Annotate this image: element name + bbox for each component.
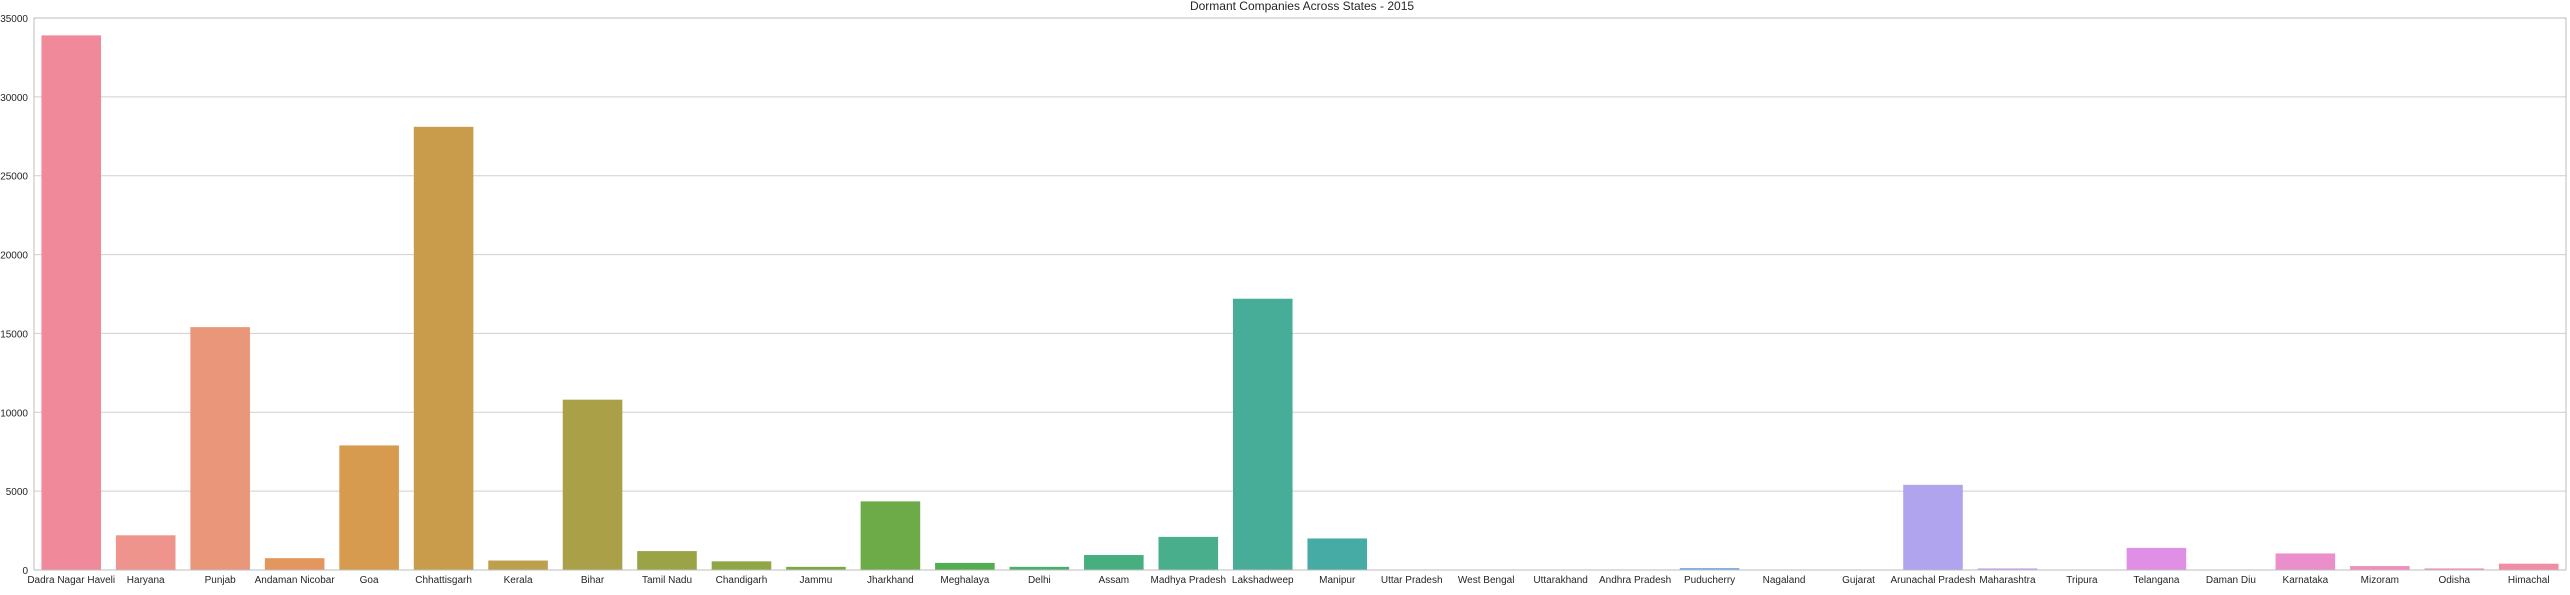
y-tick-label: 35000 <box>0 14 28 25</box>
bar <box>1232 298 1293 570</box>
bar <box>115 535 176 570</box>
x-axis-ticks: Dadra Nagar Haveli Haryana Punjab Andaman N… <box>27 575 2549 586</box>
bars <box>41 35 2559 570</box>
x-tick-label: Madhya Pradesh <box>1150 575 1226 586</box>
x-tick-label: Maharashtra <box>1979 575 2036 586</box>
x-tick-label: Delhi <box>1028 575 1051 586</box>
x-tick-label: Puducherry <box>1684 575 1735 586</box>
plot-frame <box>33 17 2567 571</box>
x-tick-label: Meghalaya <box>940 575 989 586</box>
bar <box>2498 563 2559 570</box>
x-tick-label: Haryana <box>127 575 165 586</box>
x-tick-label: Arunachal Pradesh <box>1890 575 1975 586</box>
x-tick-label: Karnataka <box>2283 575 2329 586</box>
x-tick-label: Assam <box>1099 575 1130 586</box>
y-tick-label: 25000 <box>0 172 28 183</box>
x-tick-label: Mizoram <box>2361 575 2399 586</box>
x-tick-label: Chhattisgarh <box>415 575 472 586</box>
x-tick-label: Lakshadweep <box>1232 575 1294 586</box>
x-tick-label: Telangana <box>2133 575 2180 586</box>
bar <box>562 399 623 570</box>
bar <box>1679 568 1740 570</box>
bar <box>1158 536 1219 570</box>
bar <box>1009 566 1070 570</box>
chart-title: Dormant Companies Across States - 2015 <box>1190 0 1414 13</box>
x-tick-label: Manipur <box>1319 575 1356 586</box>
bar <box>264 558 325 570</box>
y-tick-label: 20000 <box>0 251 28 262</box>
x-tick-label: Odisha <box>2438 575 2470 586</box>
bar <box>1977 568 2038 570</box>
y-tick-label: 30000 <box>0 93 28 104</box>
y-tick-label: 0 <box>22 566 28 577</box>
bar <box>637 551 697 570</box>
bar <box>41 35 102 570</box>
bar <box>935 562 995 570</box>
x-tick-label: Uttarakhand <box>1533 575 1587 586</box>
y-tick-label: 15000 <box>0 329 28 340</box>
bar <box>1084 555 1144 570</box>
x-tick-label: Tripura <box>2066 575 2098 586</box>
x-tick-label: Bihar <box>581 575 605 586</box>
bar <box>190 327 250 570</box>
x-tick-label: West Bengal <box>1458 575 1515 586</box>
x-tick-label: Jharkhand <box>867 575 914 586</box>
bar <box>488 560 548 570</box>
bar <box>2350 566 2410 570</box>
bar <box>2275 553 2336 570</box>
x-tick-label: Dadra Nagar Haveli <box>27 575 115 586</box>
bar <box>339 445 399 570</box>
bar <box>860 501 921 570</box>
y-tick-label: 5000 <box>6 487 29 498</box>
x-tick-label: Goa <box>360 575 379 586</box>
bar <box>2424 568 2485 570</box>
y-tick-label: 10000 <box>0 408 28 419</box>
x-tick-label: Gujarat <box>1842 575 1875 586</box>
x-tick-label: Chandigarh <box>716 575 768 586</box>
y-axis-ticks: 0 5000 10000 15000 20000 25000 30000 35000 <box>0 14 28 577</box>
x-tick-label: Himachal <box>2508 575 2550 586</box>
bar <box>2126 547 2187 570</box>
x-tick-label: Tamil Nadu <box>642 575 692 586</box>
x-tick-label: Punjab <box>205 575 237 586</box>
x-tick-label: Andhra Pradesh <box>1599 575 1671 586</box>
bar <box>1903 484 1963 570</box>
x-tick-label: Uttar Pradesh <box>1381 575 1443 586</box>
x-tick-label: Kerala <box>504 575 533 586</box>
bar <box>786 566 846 570</box>
bar <box>413 126 474 570</box>
x-tick-label: Andaman Nicobar <box>255 575 336 586</box>
bar <box>1307 538 1368 570</box>
bar <box>711 561 772 570</box>
x-tick-label: Jammu <box>800 575 833 586</box>
x-tick-label: Daman Diu <box>2206 575 2256 586</box>
x-tick-label: Nagaland <box>1763 575 1806 586</box>
